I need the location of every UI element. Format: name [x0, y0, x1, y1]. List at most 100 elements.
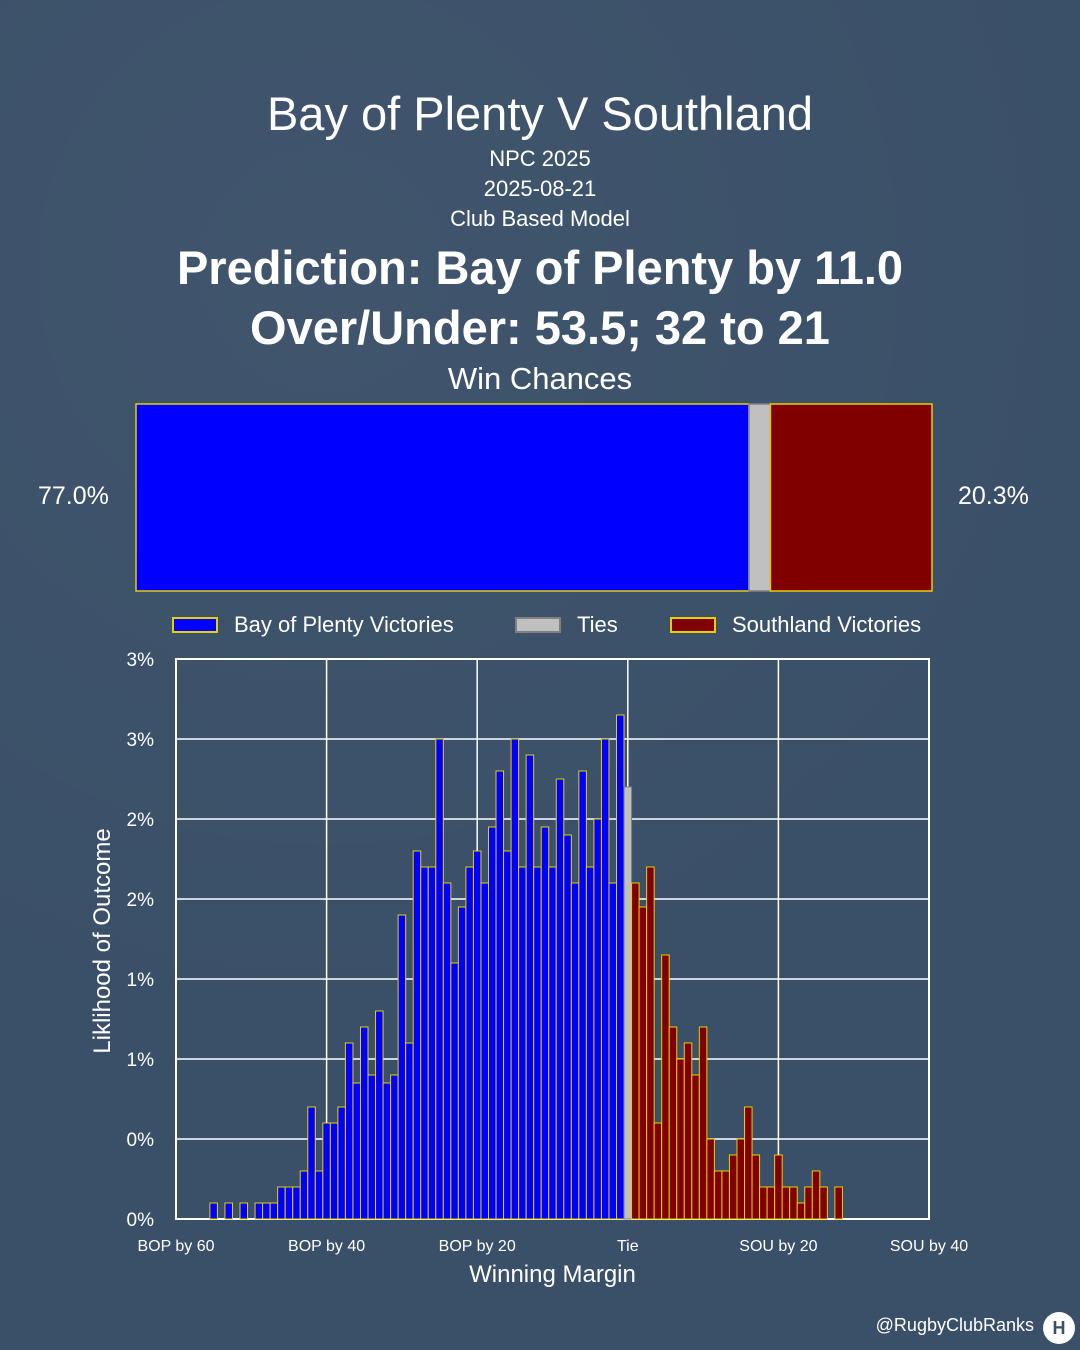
win-bar-away [769, 403, 933, 592]
bar-away [713, 1170, 723, 1220]
bar-home [329, 1122, 339, 1220]
bar-away [766, 1186, 776, 1220]
bar-away [676, 1058, 685, 1220]
bar-home [480, 882, 489, 1220]
bar-home [284, 1186, 294, 1220]
bar-away [736, 1138, 746, 1220]
win-chances-title: Win Chances [447, 361, 633, 396]
bar-home [322, 1122, 331, 1220]
x-tick-label: BOP by 20 [439, 1238, 516, 1255]
bar-home [299, 1170, 309, 1220]
legend-swatch-home [172, 617, 218, 633]
credit-handle: @RugbyClubRanks [875, 1315, 1034, 1335]
x-tick-label: SOU by 40 [890, 1238, 968, 1255]
bar-home [563, 834, 572, 1220]
bar-home [593, 818, 602, 1220]
bar-home [375, 1010, 384, 1220]
bar-home [420, 866, 429, 1220]
y-tick-label: 1% [127, 1050, 155, 1071]
bar-home [450, 962, 459, 1220]
legend-label-ties: Ties [577, 612, 618, 637]
bar-home [269, 1202, 279, 1220]
y-axis-label: Liklihood of Outcome [89, 828, 116, 1053]
bar-away [691, 1074, 700, 1220]
home-win-percentage: 77.0% [38, 482, 109, 510]
bar-away [796, 1202, 806, 1220]
bar-away [698, 1026, 708, 1220]
bar-home [533, 866, 542, 1220]
y-tick-label: 2% [127, 890, 155, 911]
bar-home [540, 826, 550, 1220]
chart-title: Bay of Plenty V Southland [266, 87, 814, 140]
bar-home [548, 866, 557, 1220]
bar-home [495, 770, 505, 1220]
bar-home [367, 1074, 377, 1220]
y-tick-label: 1% [127, 970, 155, 991]
bar-home [518, 866, 527, 1220]
bar-home [254, 1202, 264, 1220]
bar-home [307, 1106, 316, 1220]
legend-label-away: Southland Victories [732, 612, 922, 637]
match-date: 2025-08-21 [483, 176, 597, 201]
bar-home [224, 1202, 233, 1220]
bar-away [721, 1170, 730, 1220]
bar-home [397, 914, 407, 1220]
away-win-percentage: 20.3% [958, 482, 1029, 510]
x-tick-label: BOP by 40 [288, 1238, 365, 1255]
legend-item-away: Southland Victories [670, 612, 921, 638]
bar-home [510, 738, 520, 1220]
bar-home [292, 1186, 301, 1220]
bar-home [555, 778, 565, 1220]
model-label: Club Based Model [450, 206, 630, 231]
bar-home [359, 1026, 369, 1220]
bar-home [337, 1106, 346, 1220]
y-tick-label: 0% [127, 1130, 155, 1151]
bar-home [457, 906, 467, 1220]
bar-away [744, 1106, 753, 1220]
x-axis-label: Winning Margin [469, 1261, 636, 1288]
bar-home [382, 1082, 392, 1220]
bar-home [435, 738, 444, 1220]
bar-home [525, 754, 535, 1220]
bar-away [819, 1186, 828, 1220]
bar-home [600, 738, 610, 1220]
bar-away [751, 1154, 761, 1220]
bar-away [631, 882, 640, 1220]
goalposts-logo-icon: H [1043, 1312, 1075, 1344]
y-tick-label: 3% [127, 730, 155, 751]
x-tick-label: SOU by 20 [739, 1238, 817, 1255]
bar-home [616, 714, 625, 1220]
bar-away [653, 1122, 663, 1220]
legend-item-home: Bay of Plenty Victories [172, 612, 454, 638]
bar-away [706, 1138, 715, 1220]
bar-away [774, 1154, 783, 1220]
bar-home [412, 850, 422, 1220]
bar-home [344, 1042, 354, 1220]
prediction-text: Prediction: Bay of Plenty by 11.0 [176, 241, 904, 294]
bar-home [390, 1074, 399, 1220]
bar-home [487, 826, 497, 1220]
win-chances-bar [135, 403, 933, 592]
legend-item-ties: Ties [515, 612, 618, 638]
bar-away [661, 954, 670, 1220]
winning-margin-histogram: BOP by 60 BOP by 40 BOP by 20 Tie SOU by 20 S… [89, 650, 968, 1288]
bar-home [405, 1042, 414, 1220]
bar-home [578, 770, 587, 1220]
bar-away [834, 1186, 843, 1220]
legend-swatch-away [670, 617, 716, 633]
competition-label: NPC 2025 [489, 146, 591, 171]
bar-home [209, 1202, 218, 1220]
bar-away [804, 1186, 813, 1220]
bar-home [585, 866, 595, 1220]
bar-away [646, 866, 655, 1220]
bar-home [262, 1202, 271, 1220]
bar-home [608, 882, 618, 1220]
bar-home [239, 1202, 249, 1220]
bar-home [427, 866, 437, 1220]
bar-away [811, 1170, 821, 1220]
legend: Bay of Plenty Victories Ties Southland V… [0, 612, 1080, 642]
x-tick-label: BOP by 60 [137, 1238, 214, 1255]
bar-away [759, 1186, 768, 1220]
bar-home [570, 882, 580, 1220]
over-under-text: Over/Under: 53.5; 32 to 21 [250, 301, 830, 354]
